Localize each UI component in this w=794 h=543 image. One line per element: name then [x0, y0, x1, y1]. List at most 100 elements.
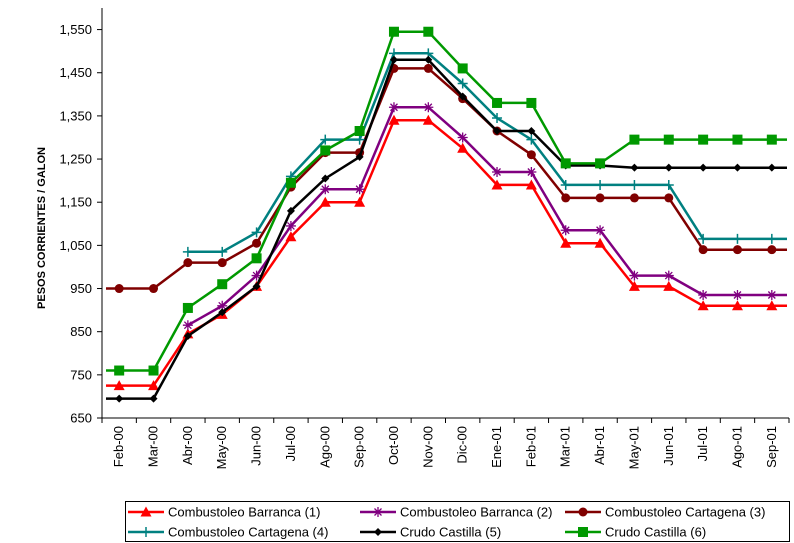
data-point — [595, 179, 606, 190]
data-point — [491, 179, 503, 190]
data-point — [560, 225, 571, 236]
series-4 — [182, 48, 787, 257]
data-point — [388, 114, 400, 125]
legend-swatch-marker — [374, 528, 382, 536]
data-point — [766, 233, 777, 244]
data-point — [628, 280, 640, 291]
data-point — [766, 134, 777, 145]
legend-item: Combustoleo Cartagena (4) — [128, 525, 328, 540]
data-point — [663, 270, 674, 281]
x-tick-label: Abr-00 — [180, 426, 195, 465]
data-point — [527, 127, 536, 135]
legend-label: Combustoleo Cartagena (4) — [168, 525, 328, 540]
data-point — [217, 246, 228, 257]
series-2 — [182, 102, 787, 331]
data-point — [424, 55, 433, 64]
data-point — [422, 114, 434, 125]
legend-swatch-marker — [373, 507, 383, 517]
data-point — [492, 97, 503, 108]
y-tick-label: 650 — [70, 411, 92, 426]
data-point — [217, 300, 228, 311]
data-point — [149, 284, 159, 294]
data-point — [285, 177, 296, 188]
y-tick-label: 1,450 — [59, 65, 92, 80]
data-point — [423, 26, 434, 37]
data-point — [457, 78, 468, 89]
data-point — [182, 302, 193, 313]
data-point — [732, 134, 743, 145]
data-point — [354, 196, 366, 207]
legend-item: Crudo Castilla (5) — [360, 525, 501, 540]
data-point — [251, 270, 262, 281]
data-point — [389, 55, 398, 64]
data-point — [732, 233, 743, 244]
legend-label: Combustoleo Barranca (1) — [168, 505, 320, 520]
x-tick-label: Jun-00 — [249, 426, 264, 466]
x-tick-label: May-00 — [214, 426, 229, 469]
data-point — [149, 394, 158, 403]
y-tick-label: 850 — [70, 324, 92, 339]
legend-item: Combustoleo Barranca (2) — [360, 505, 552, 520]
data-point — [114, 284, 124, 294]
y-axis-label: PESOS CORRIENTES / GALON — [36, 147, 48, 309]
data-point — [321, 174, 330, 183]
data-point — [493, 127, 502, 135]
data-point — [629, 193, 639, 203]
series-line — [106, 58, 787, 400]
data-point — [766, 290, 777, 300]
data-point — [113, 380, 125, 391]
data-point — [561, 193, 571, 203]
y-tick-label: 1,050 — [59, 238, 92, 253]
data-point — [698, 134, 709, 145]
x-tick-label: Ago-00 — [317, 426, 332, 468]
data-point — [354, 184, 365, 195]
data-point — [595, 225, 606, 236]
data-point — [115, 394, 124, 403]
y-tick-label: 950 — [70, 281, 92, 296]
data-point — [457, 132, 468, 143]
data-point — [252, 282, 261, 291]
data-point — [732, 245, 742, 255]
data-point — [285, 231, 297, 242]
legend-swatch-marker — [578, 527, 588, 537]
data-point — [320, 184, 331, 195]
data-point — [218, 308, 227, 317]
series-3 — [106, 63, 787, 294]
x-tick-label: Jul-00 — [283, 426, 298, 461]
series-layer — [106, 26, 787, 403]
data-point — [766, 300, 778, 311]
data-point — [698, 245, 708, 255]
data-point — [699, 163, 708, 172]
data-point — [251, 227, 262, 238]
data-point — [285, 220, 296, 231]
data-point — [664, 163, 673, 172]
data-point — [697, 300, 709, 311]
y-tick-label: 1,150 — [59, 195, 92, 210]
x-tick-label: Sep-01 — [764, 426, 779, 468]
data-point — [663, 179, 674, 190]
data-point — [630, 163, 639, 172]
data-point — [663, 134, 674, 145]
legend-swatch-marker — [140, 506, 152, 517]
data-point — [733, 163, 742, 172]
data-point — [457, 63, 468, 74]
data-point — [731, 300, 743, 311]
legend-swatch-marker — [578, 507, 588, 517]
data-point — [560, 158, 571, 169]
x-tick-label: Dic-00 — [455, 426, 470, 464]
series-6 — [106, 26, 787, 376]
data-point — [148, 380, 160, 391]
data-point — [595, 158, 606, 169]
data-point — [526, 97, 537, 108]
data-point — [629, 134, 640, 145]
y-tick-label: 1,350 — [59, 108, 92, 123]
legend-item: Crudo Castilla (6) — [565, 525, 706, 540]
legend-label: Combustoleo Barranca (2) — [400, 505, 552, 520]
data-point — [320, 145, 331, 156]
data-point — [182, 246, 193, 257]
data-point — [319, 196, 331, 207]
data-point — [767, 245, 777, 255]
legend-label: Combustoleo Cartagena (3) — [605, 505, 765, 520]
x-tick-label: Mar-01 — [558, 426, 573, 467]
